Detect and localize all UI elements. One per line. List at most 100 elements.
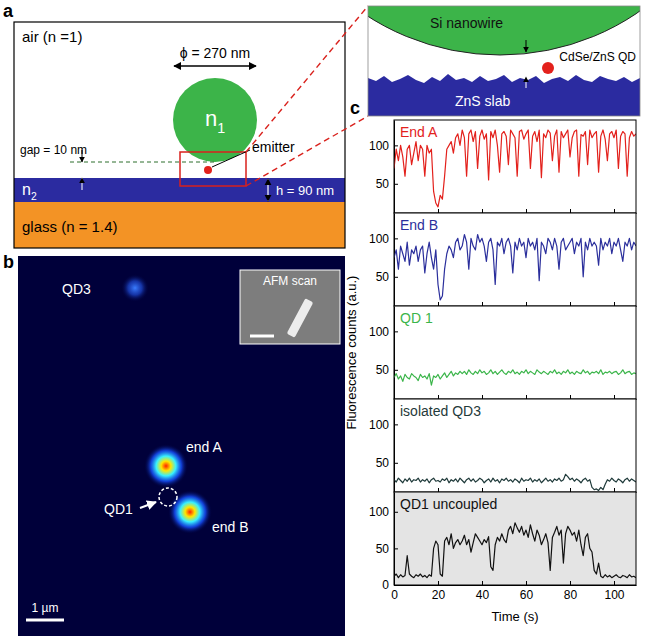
scale-bar — [26, 619, 64, 622]
tick-mark — [394, 277, 398, 278]
inset-frame — [368, 6, 640, 116]
tick-mark — [438, 581, 439, 585]
tick-label: 80 — [564, 588, 578, 602]
qd1-arrow — [140, 502, 156, 508]
trace-title: End B — [400, 217, 438, 233]
tick-mark — [394, 145, 398, 146]
scale-bar-label: 1 µm — [32, 601, 59, 615]
panel-frame — [14, 22, 345, 248]
x-tick — [526, 302, 527, 306]
tick-mark — [482, 395, 483, 399]
marks — [394, 370, 636, 385]
core-index: n1 — [205, 106, 225, 136]
tick-label: 100 — [369, 325, 389, 339]
x-tick — [614, 488, 615, 492]
panel-a: aair (n =1)glass (n = 1.4)n1n2ϕ = 270 nm… — [3, 0, 647, 248]
tick-label: 100 — [369, 418, 389, 432]
x-tick: 40 — [476, 581, 490, 602]
emitter-dot — [204, 166, 212, 174]
plot-frame — [394, 399, 636, 492]
x-tick: 100 — [604, 581, 624, 602]
panel-letter: a — [3, 1, 14, 21]
trace-panel: 050100020406080100QD1 uncoupled — [369, 492, 637, 602]
tick-mark — [482, 302, 483, 306]
tick-mark — [394, 370, 398, 371]
tick-mark — [570, 488, 571, 492]
x-tick — [482, 302, 483, 306]
inset-gap-arrow — [526, 77, 527, 88]
tick-mark — [526, 488, 527, 492]
zoom-line — [246, 116, 368, 186]
y-tick: 50 — [376, 542, 398, 556]
tick-label: 60 — [520, 588, 534, 602]
inset-nanowire — [368, 6, 640, 55]
y-tick: 50 — [376, 177, 398, 191]
spot-label: end B — [212, 519, 249, 535]
fluorescence-image — [18, 256, 345, 636]
tick-label: 100 — [604, 588, 624, 602]
trace-panel: 50100End A — [369, 120, 637, 214]
y-tick: 50 — [376, 270, 398, 284]
tick-mark — [614, 488, 615, 492]
plot-frame — [394, 213, 636, 306]
zoom-inset: Si nanowireCdSe/ZnS QDZnS slab — [255, 0, 647, 120]
end-b-spot — [168, 490, 212, 534]
tick-mark — [438, 488, 439, 492]
tick-mark — [394, 463, 398, 464]
gap-line — [70, 162, 215, 163]
tick-mark — [394, 184, 398, 185]
afm-inset — [240, 270, 340, 344]
tick-mark — [614, 209, 615, 213]
air-region — [14, 22, 345, 248]
x-tick: 60 — [520, 581, 534, 602]
tick-label: 20 — [432, 588, 446, 602]
emitter-leader — [212, 150, 250, 167]
panel-letter: b — [3, 252, 14, 272]
tick-label: 100 — [369, 139, 389, 153]
trace-line — [394, 130, 636, 207]
trace-title: QD 1 — [400, 310, 433, 326]
trace-line — [394, 523, 636, 578]
panel-c: c50100End A50100End B50100QD 150100isola… — [344, 98, 637, 624]
tick-label: 0 — [382, 578, 389, 592]
x-tick — [570, 209, 571, 213]
emitter-label: emitter — [252, 139, 295, 155]
tick-label: 50 — [376, 177, 390, 191]
x-tick — [482, 395, 483, 399]
index-subscript: 2 — [31, 191, 37, 202]
tick-mark — [438, 395, 439, 399]
x-tick — [570, 488, 571, 492]
zoom-box — [180, 152, 246, 186]
tick-mark — [614, 395, 615, 399]
x-tick — [526, 488, 527, 492]
marks — [394, 523, 636, 578]
x-tick — [526, 395, 527, 399]
qd3-spot — [121, 274, 149, 302]
qd-label: CdSe/ZnS QD — [559, 50, 636, 64]
x-tick — [482, 209, 483, 213]
tick-label: 100 — [369, 505, 389, 519]
tick-mark — [482, 581, 483, 585]
index-subscript: 1 — [217, 120, 225, 136]
afm-scale-bar — [250, 335, 274, 338]
trace-line — [394, 474, 636, 490]
tick-mark — [526, 581, 527, 585]
x-axis-title: Time (s) — [491, 609, 538, 624]
inset-gap-arrow — [526, 40, 527, 52]
x-axis: 020406080100 — [391, 581, 636, 602]
nanowire — [173, 78, 257, 162]
tick-mark — [614, 581, 615, 585]
tick-mark — [394, 512, 398, 513]
tick-mark — [526, 302, 527, 306]
trace-panel: 50100isolated QD3 — [369, 399, 637, 493]
y-axis-title: Fluorescence counts (a.u.) — [344, 276, 359, 430]
panel-b: bQD3end AQD1end BAFM scan1 µm — [3, 252, 345, 636]
plot-frame — [394, 120, 636, 213]
zoom-line — [246, 6, 368, 152]
tick-label: 50 — [376, 542, 390, 556]
tick-mark — [570, 209, 571, 213]
trace-line — [394, 370, 636, 385]
tick-label: 50 — [376, 270, 390, 284]
air-label: air (n =1) — [22, 28, 82, 45]
trace-line — [394, 235, 636, 300]
